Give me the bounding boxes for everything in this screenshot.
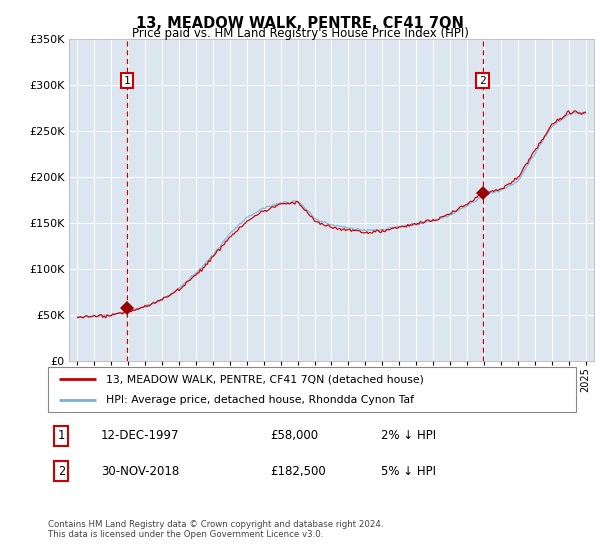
Text: £182,500: £182,500 [270,465,326,478]
Text: 1: 1 [58,430,65,442]
Text: HPI: Average price, detached house, Rhondda Cynon Taf: HPI: Average price, detached house, Rhon… [106,395,414,405]
Text: 1: 1 [124,76,130,86]
Text: 2: 2 [479,76,486,86]
Text: Price paid vs. HM Land Registry's House Price Index (HPI): Price paid vs. HM Land Registry's House … [131,27,469,40]
FancyBboxPatch shape [48,367,576,412]
Text: 12-DEC-1997: 12-DEC-1997 [101,430,179,442]
Text: 30-NOV-2018: 30-NOV-2018 [101,465,179,478]
Text: Contains HM Land Registry data © Crown copyright and database right 2024.
This d: Contains HM Land Registry data © Crown c… [48,520,383,539]
Text: 5% ↓ HPI: 5% ↓ HPI [380,465,436,478]
Text: 2% ↓ HPI: 2% ↓ HPI [380,430,436,442]
Text: 13, MEADOW WALK, PENTRE, CF41 7QN: 13, MEADOW WALK, PENTRE, CF41 7QN [136,16,464,31]
Text: 2: 2 [58,465,65,478]
Text: £58,000: £58,000 [270,430,318,442]
Text: 13, MEADOW WALK, PENTRE, CF41 7QN (detached house): 13, MEADOW WALK, PENTRE, CF41 7QN (detac… [106,374,424,384]
